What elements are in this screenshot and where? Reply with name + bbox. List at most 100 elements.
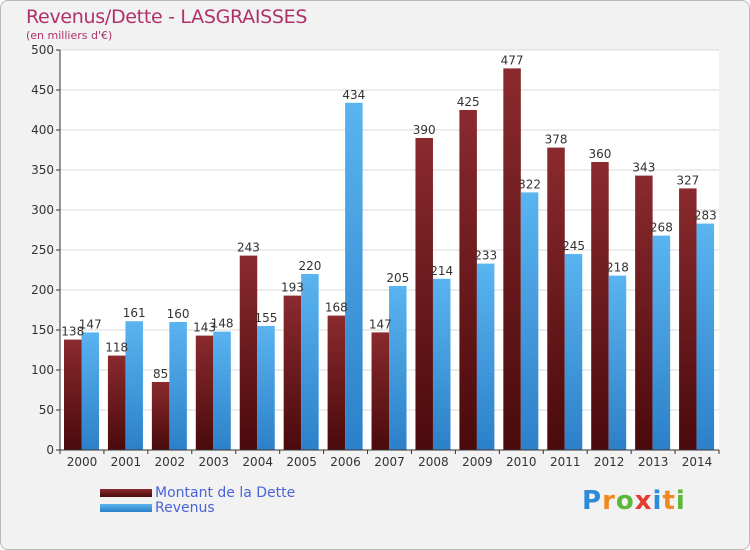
legend-swatch-revenus [100,504,152,512]
bar-revenus [520,192,539,450]
bar-chart: 0 50 100 150 200 250 300 350 400 450 500 138147118… [31,43,720,469]
bar-dette [679,188,697,450]
data-label-dette: 343 [632,161,655,175]
x-tick-label: 2012 [594,455,625,469]
data-label-revenus: 214 [430,264,453,278]
y-tick-label: 150 [31,323,54,337]
bar-dette [371,332,390,450]
data-label-revenus: 322 [518,177,541,191]
x-tick-label: 2014 [682,455,713,469]
data-label-revenus: 434 [342,88,365,102]
x-tick-label: 2002 [155,455,186,469]
x-tick-label: 2013 [638,455,669,469]
legend-label-revenus: Revenus [155,500,215,516]
proxiti-logo: Proxiti [582,486,686,516]
data-label-revenus: 233 [474,249,497,263]
legend-swatch-dette [100,489,152,497]
x-tick-label: 2010 [506,455,537,469]
x-tick-label: 2001 [111,455,142,469]
y-axis: 0 50 100 150 200 250 300 350 400 450 500 [31,43,61,457]
data-label-revenus: 148 [211,317,234,331]
data-label-revenus: 161 [123,306,146,320]
y-tick-label: 400 [31,123,54,137]
data-label-dette: 477 [501,53,524,67]
data-label-revenus: 283 [694,209,717,223]
data-label-dette: 138 [61,325,84,339]
y-tick-label: 0 [46,443,54,457]
legend-label-dette: Montant de la Dette [155,485,296,501]
bar-revenus [608,275,627,450]
x-axis: 2000 2001 2002 2003 2004 2005 2006 2007 2008 2009… [59,449,720,469]
logo-letter: r [602,486,616,516]
data-label-dette: 360 [588,147,611,161]
bar-dette [459,110,477,450]
bar-revenus [81,332,99,450]
data-label-revenus: 268 [650,221,673,235]
data-label-revenus: 160 [167,307,190,321]
data-label-dette: 327 [676,173,699,187]
x-tick-label: 2009 [462,455,493,469]
x-tick-label: 2007 [374,455,405,469]
x-tick-label: 2003 [198,455,229,469]
logo-letter: o [615,486,635,516]
y-tick-label: 50 [39,403,54,417]
y-tick-label: 500 [31,43,54,57]
x-tick-label: 2005 [286,455,317,469]
data-label-revenus: 245 [562,239,585,253]
bar-dette [283,295,302,450]
y-tick-label: 300 [31,203,54,217]
y-tick-label: 450 [31,83,54,97]
bar-revenus [125,321,143,450]
bar-revenus [301,274,319,450]
logo-letter: P [582,486,603,516]
data-label-dette: 143 [193,321,216,335]
bar-dette [327,315,346,450]
data-label-dette: 118 [105,341,128,355]
bar-revenus [652,235,671,450]
bar-revenus [476,263,495,450]
x-tick-label: 2011 [550,455,581,469]
bar-dette [195,335,214,450]
bar-dette [151,382,170,450]
bar-dette [591,162,609,450]
data-label-revenus: 147 [79,317,102,331]
y-tick-label: 250 [31,243,54,257]
x-tick-label: 2006 [330,455,361,469]
bar-revenus [696,223,715,450]
logo-letter: x [634,486,653,516]
x-tick-label: 2000 [67,455,98,469]
bar-revenus [389,286,407,450]
data-label-dette: 168 [325,301,348,315]
y-tick-label: 100 [31,363,54,377]
x-tick-label: 2008 [418,455,449,469]
bar-revenus [345,102,363,451]
bar-revenus [432,278,451,450]
logo-letter: i [652,486,663,516]
bar-revenus [257,326,275,450]
data-label-dette: 85 [153,367,168,381]
bar-dette [503,68,521,451]
logo-letter: t [662,486,676,516]
chart-subtitle: (en milliers d'€) [26,29,113,42]
y-tick-label: 200 [31,283,54,297]
bar-dette [107,355,126,450]
data-label-dette: 390 [413,123,436,137]
bar-revenus [213,331,231,450]
bar-dette [547,147,565,450]
data-labels: 1381471181618516014314824315519322016843… [61,53,716,381]
y-tick-label: 350 [31,163,54,177]
data-label-dette: 193 [281,281,304,295]
data-label-revenus: 205 [386,271,409,285]
data-label-dette: 425 [457,95,480,109]
data-label-dette: 378 [545,133,568,147]
data-label-dette: 243 [237,241,260,255]
logo-letter: i [675,486,686,516]
bar-dette [64,339,82,450]
bar-dette [239,255,258,450]
x-tick-label: 2004 [242,455,273,469]
chart-title: Revenus/Dette - LASGRAISSES [26,6,308,28]
data-label-revenus: 218 [606,261,629,275]
bars [64,68,715,451]
bar-dette [635,175,653,450]
data-label-revenus: 220 [298,259,321,273]
